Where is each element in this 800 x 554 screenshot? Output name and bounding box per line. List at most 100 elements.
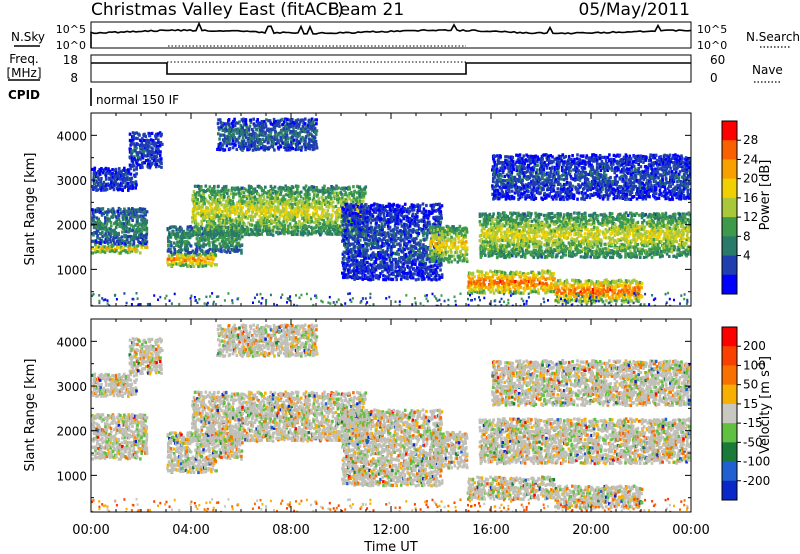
power-cell [431, 236, 434, 240]
power-cell [260, 219, 263, 223]
power-cell [208, 243, 211, 247]
power-cell [147, 165, 150, 169]
power-cell [262, 224, 266, 228]
power-cell [197, 244, 200, 248]
power-cell [245, 123, 248, 127]
power-cell [196, 191, 199, 195]
power-cell [352, 196, 356, 200]
power-cell [253, 224, 257, 228]
power-cell [135, 230, 139, 234]
power-cell [228, 213, 232, 217]
power-cell [301, 125, 305, 129]
power-cell [310, 134, 314, 138]
power-cell [224, 241, 227, 245]
power-cell [279, 231, 282, 235]
power-cell [220, 215, 224, 219]
power-cell [93, 168, 96, 173]
power-cell [390, 253, 393, 257]
power-cell [215, 229, 219, 233]
power-cell [346, 210, 349, 214]
power-cell [258, 209, 261, 213]
power-cell [470, 291, 473, 295]
power-cell [459, 250, 462, 254]
power-cell [287, 198, 291, 202]
power-cell [193, 206, 196, 210]
power-cell [351, 211, 354, 215]
power-cell [233, 129, 236, 133]
power-cell [204, 207, 208, 211]
power-cell [315, 209, 319, 213]
power-cell [285, 142, 288, 146]
power-cell [186, 255, 190, 260]
power-cell [322, 192, 325, 196]
power-cell [218, 224, 222, 228]
power-cell [186, 227, 189, 231]
power-cell [361, 247, 365, 252]
power-cell [332, 220, 335, 225]
power-cell [413, 220, 417, 224]
power-cell [303, 227, 307, 231]
power-cell [342, 239, 346, 243]
power-cell [379, 263, 383, 267]
power-cell [417, 232, 421, 236]
power-cell [107, 171, 111, 175]
power-cell [303, 213, 307, 217]
power-cell [413, 239, 417, 243]
power-cell [204, 259, 207, 263]
power-cell [424, 245, 427, 249]
power-cell [348, 233, 351, 237]
power-cell [360, 244, 364, 248]
power-cell [121, 241, 125, 245]
power-cell [358, 262, 362, 266]
power-cell [259, 204, 262, 208]
power-cell [302, 137, 306, 141]
power-cell [390, 247, 393, 251]
power-cell [211, 222, 214, 226]
power-cell [191, 216, 194, 220]
power-cell [110, 228, 113, 232]
power-cell [268, 145, 271, 149]
power-cell [390, 219, 394, 223]
power-cell [414, 278, 418, 282]
power-cell [356, 224, 360, 228]
power-cell [414, 262, 417, 266]
power-cell [365, 238, 368, 242]
power-cell [300, 213, 303, 217]
power-cell [219, 201, 222, 205]
power-cell [376, 208, 380, 212]
power-cell [371, 277, 375, 281]
power-cell [313, 226, 316, 230]
power-cell [107, 210, 110, 214]
power-cell [355, 264, 359, 268]
power-cell [139, 227, 142, 231]
power-cell [223, 235, 227, 239]
power-cell [92, 215, 95, 219]
power-cell [394, 233, 398, 237]
power-cell [447, 254, 451, 258]
power-cell [436, 248, 440, 252]
power-cell [370, 268, 374, 272]
power-cell [463, 230, 467, 234]
power-cell [358, 219, 362, 223]
power-cell [411, 206, 415, 210]
noise-panel: N.Sky 10^5 10^0 10^5 10^0 N.Search [11, 21, 800, 52]
power-cell [250, 232, 254, 236]
power-cell [248, 124, 252, 128]
power-cell [108, 217, 111, 221]
power-cell [123, 230, 127, 234]
power-cell [118, 187, 122, 191]
power-cell [356, 269, 359, 273]
power-cell [273, 208, 276, 212]
power-cell [228, 216, 232, 220]
power-cell [446, 225, 450, 229]
power-cell [420, 210, 424, 214]
power-cell [276, 208, 280, 212]
power-cell [256, 219, 260, 223]
power-cell [347, 238, 350, 242]
power-cell [399, 229, 402, 233]
power-cell [144, 159, 148, 163]
power-cell [373, 209, 376, 213]
power-cell [414, 215, 417, 219]
power-cell [191, 220, 194, 224]
